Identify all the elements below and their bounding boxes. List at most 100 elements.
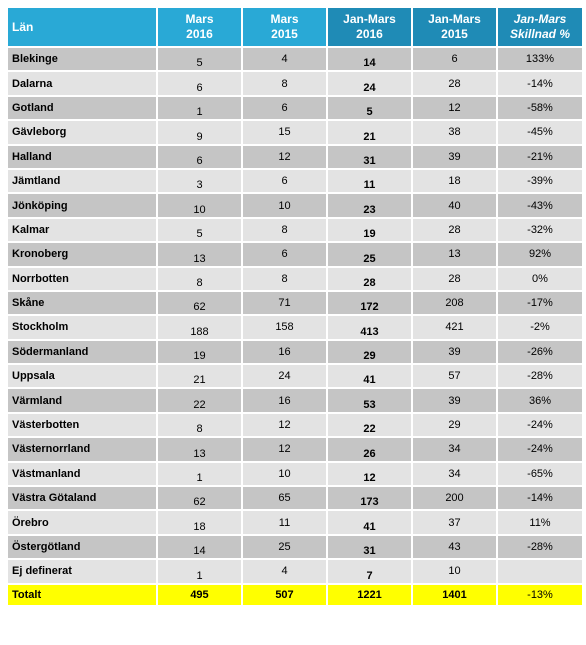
county-name: Gotland [8, 96, 156, 120]
county-name: Uppsala [8, 365, 156, 388]
table-footer: Totalt 495 507 1221 1401 -13% [8, 584, 582, 605]
cell-jan-mars-2016: 14 [328, 48, 411, 71]
cell-jan-mars-2016: 22 [328, 413, 411, 437]
cell-jan-mars-2015: 38 [413, 121, 496, 144]
county-name: Värmland [8, 389, 156, 412]
cell-mars-2016: 8 [158, 267, 241, 290]
cell-jan-mars-2015: 200 [413, 487, 496, 510]
county-name: Skåne [8, 291, 156, 315]
cell-skillnad: 0% [498, 267, 582, 290]
header-mars-2016-line1: Mars [185, 12, 214, 26]
cell-jan-mars-2015: 57 [413, 365, 496, 388]
county-name: Örebro [8, 511, 156, 534]
cell-mars-2015: 12 [243, 438, 326, 461]
county-name: Gävleborg [8, 121, 156, 144]
header-jan-mars-2015-line2: 2015 [441, 27, 468, 41]
cell-jan-mars-2015: 40 [413, 194, 496, 217]
header-jan-mars-2016: Jan-Mars 2016 [328, 8, 411, 46]
cell-jan-mars-2015: 208 [413, 291, 496, 315]
table-row: Värmland 22 16 53 39 36% [8, 389, 582, 412]
table-row: Stockholm 188 158 413 421 -2% [8, 316, 582, 339]
cell-mars-2016: 1 [158, 462, 241, 486]
cell-skillnad: 133% [498, 48, 582, 71]
cell-jan-mars-2016: 173 [328, 487, 411, 510]
cell-jan-mars-2016: 413 [328, 316, 411, 339]
table-row: Jönköping 10 10 23 40 -43% [8, 194, 582, 217]
cell-jan-mars-2016: 19 [328, 218, 411, 242]
cell-mars-2015: 8 [243, 218, 326, 242]
cell-mars-2015: 16 [243, 340, 326, 364]
table-row: Norrbotten 8 8 28 28 0% [8, 267, 582, 290]
cell-skillnad: 92% [498, 243, 582, 266]
cell-mars-2015: 4 [243, 48, 326, 71]
table-row: Västerbotten 8 12 22 29 -24% [8, 413, 582, 437]
header-skillnad: Jan-Mars Skillnad % [498, 8, 582, 46]
cell-jan-mars-2016: 24 [328, 72, 411, 95]
cell-mars-2015: 25 [243, 535, 326, 559]
county-name: Jämtland [8, 169, 156, 193]
cell-mars-2016: 6 [158, 145, 241, 168]
cell-mars-2016: 6 [158, 72, 241, 95]
cell-skillnad: -24% [498, 438, 582, 461]
cell-skillnad: 36% [498, 389, 582, 412]
cell-mars-2015: 16 [243, 389, 326, 412]
total-jan-mars-2016: 1221 [328, 584, 411, 605]
cell-skillnad: -14% [498, 72, 582, 95]
cell-mars-2015: 6 [243, 169, 326, 193]
table-row: Östergötland 14 25 31 43 -28% [8, 535, 582, 559]
table-row: Gotland 1 6 5 12 -58% [8, 96, 582, 120]
header-mars-2015-line1: Mars [270, 12, 299, 26]
county-name: Kalmar [8, 218, 156, 242]
cell-mars-2016: 14 [158, 535, 241, 559]
cell-jan-mars-2016: 172 [328, 291, 411, 315]
cell-skillnad: 11% [498, 511, 582, 534]
county-name: Västernorrland [8, 438, 156, 461]
cell-skillnad: -43% [498, 194, 582, 217]
cell-mars-2015: 4 [243, 560, 326, 583]
header-jan-mars-2016-line1: Jan-Mars [343, 12, 396, 26]
cell-mars-2016: 22 [158, 389, 241, 412]
cell-mars-2015: 24 [243, 365, 326, 388]
county-name: Västerbotten [8, 413, 156, 437]
cell-skillnad: -28% [498, 535, 582, 559]
cell-skillnad: -32% [498, 218, 582, 242]
cell-jan-mars-2016: 11 [328, 169, 411, 193]
county-name: Östergötland [8, 535, 156, 559]
cell-skillnad: -58% [498, 96, 582, 120]
cell-jan-mars-2015: 43 [413, 535, 496, 559]
total-label: Totalt [8, 584, 156, 605]
cell-mars-2016: 18 [158, 511, 241, 534]
cell-skillnad: -24% [498, 413, 582, 437]
cell-jan-mars-2016: 31 [328, 145, 411, 168]
county-name: Stockholm [8, 316, 156, 339]
cell-jan-mars-2016: 28 [328, 267, 411, 290]
cell-mars-2016: 62 [158, 291, 241, 315]
header-mars-2016: Mars 2016 [158, 8, 241, 46]
cell-mars-2016: 13 [158, 243, 241, 266]
table-header: Län Mars 2016 Mars 2015 Jan-Mars 2016 Jan-M… [8, 8, 582, 46]
cell-skillnad: -14% [498, 487, 582, 510]
cell-jan-mars-2015: 12 [413, 96, 496, 120]
cell-mars-2015: 8 [243, 267, 326, 290]
total-mars-2015: 507 [243, 584, 326, 605]
cell-skillnad: -39% [498, 169, 582, 193]
cell-mars-2016: 5 [158, 48, 241, 71]
total-jan-mars-2015: 1401 [413, 584, 496, 605]
table-row: Södermanland 19 16 29 39 -26% [8, 340, 582, 364]
county-name: Blekinge [8, 48, 156, 71]
cell-mars-2016: 1 [158, 96, 241, 120]
cell-skillnad: -21% [498, 145, 582, 168]
cell-jan-mars-2015: 28 [413, 72, 496, 95]
table-row: Västra Götaland 62 65 173 200 -14% [8, 487, 582, 510]
cell-mars-2015: 158 [243, 316, 326, 339]
table-row: Skåne 62 71 172 208 -17% [8, 291, 582, 315]
cell-jan-mars-2016: 29 [328, 340, 411, 364]
table-row: Dalarna 6 8 24 28 -14% [8, 72, 582, 95]
cell-mars-2016: 10 [158, 194, 241, 217]
cell-mars-2016: 13 [158, 438, 241, 461]
table-row: Uppsala 21 24 41 57 -28% [8, 365, 582, 388]
cell-jan-mars-2016: 41 [328, 365, 411, 388]
cell-mars-2015: 65 [243, 487, 326, 510]
header-mars-2015-line2: 2015 [271, 27, 298, 41]
